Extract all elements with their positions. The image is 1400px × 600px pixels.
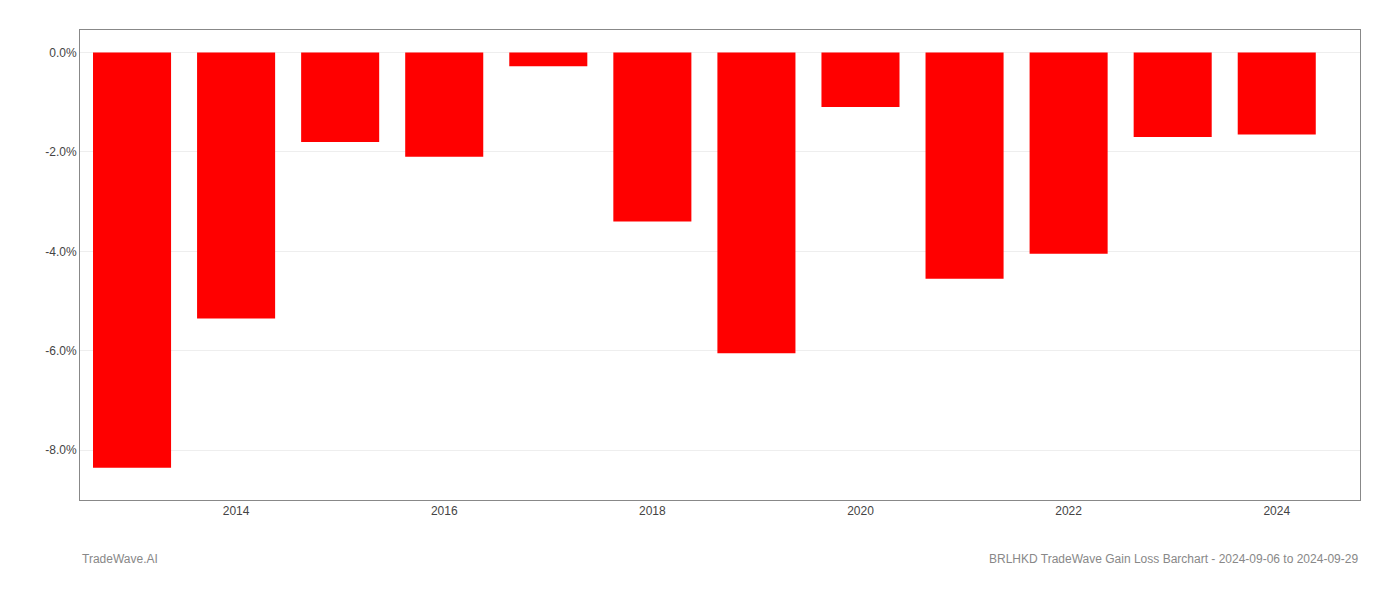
svg-text:2018: 2018 xyxy=(639,504,666,518)
svg-text:2014: 2014 xyxy=(223,504,250,518)
svg-text:0.0%: 0.0% xyxy=(49,46,77,60)
svg-text:-8.0%: -8.0% xyxy=(45,443,77,457)
svg-text:-4.0%: -4.0% xyxy=(45,245,77,259)
svg-text:2024: 2024 xyxy=(1263,504,1290,518)
svg-text:BRLHKD TradeWave Gain Loss Bar: BRLHKD TradeWave Gain Loss Barchart - 20… xyxy=(989,552,1358,566)
svg-text:-6.0%: -6.0% xyxy=(45,344,77,358)
svg-text:TradeWave.AI: TradeWave.AI xyxy=(82,552,158,566)
svg-text:2016: 2016 xyxy=(431,504,458,518)
svg-text:2022: 2022 xyxy=(1055,504,1082,518)
svg-text:2020: 2020 xyxy=(847,504,874,518)
svg-text:-2.0%: -2.0% xyxy=(45,145,77,159)
